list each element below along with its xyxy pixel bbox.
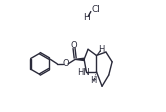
- Text: HN: HN: [77, 68, 90, 77]
- Text: H: H: [90, 76, 97, 85]
- Text: O: O: [71, 41, 77, 50]
- Text: H: H: [83, 13, 90, 22]
- Text: H: H: [98, 45, 105, 54]
- Text: Cl: Cl: [91, 5, 100, 14]
- Text: O: O: [62, 59, 69, 68]
- Polygon shape: [75, 58, 84, 60]
